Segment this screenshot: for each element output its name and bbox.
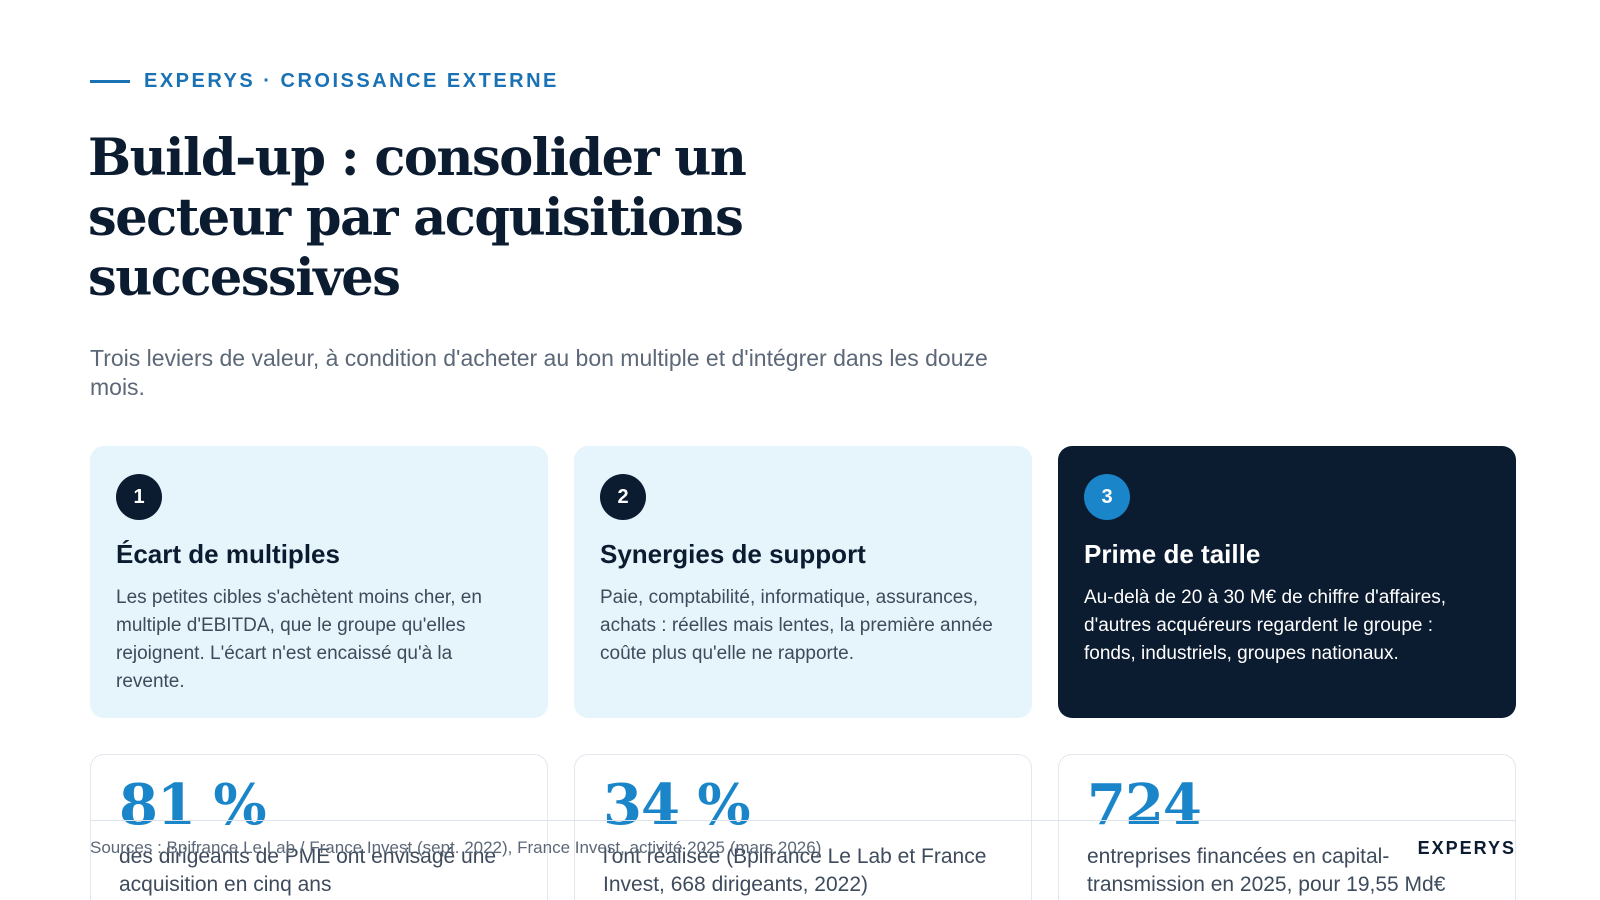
stat-value: 34 %	[603, 772, 751, 838]
lever-number-badge: 1	[116, 474, 162, 520]
page-title: Build-up : consolider un secteur par acq…	[88, 128, 747, 308]
lever-card-body: Au-delà de 20 à 30 M€ de chiffre d'affai…	[1084, 587, 1447, 664]
stat-card-realised: 34 % l'ont réalisée (Bpifrance Le Lab et…	[574, 754, 1032, 900]
lever-card-title: Prime de taille	[1084, 539, 1261, 569]
stat-label: l'ont réalisée (Bpifrance Le Lab et Fran…	[603, 845, 987, 896]
stat-label: des dirigeants de PME ont envisagé une a…	[119, 845, 497, 896]
lever-card-size-premium: 3 Prime de taille Au-delà de 20 à 30 M€ …	[1058, 446, 1516, 718]
footer-divider	[90, 820, 1516, 821]
lever-card-body: Les petites cibles s'achètent moins cher…	[116, 587, 482, 692]
stat-value: 724	[1087, 772, 1202, 838]
stat-value: 81 %	[119, 772, 267, 838]
lever-card-title: Synergies de support	[600, 539, 866, 569]
stat-card-envisaged: 81 % des dirigeants de PME ont envisagé …	[90, 754, 548, 900]
eyebrow-text: EXPERYS · CROISSANCE EXTERNE	[144, 70, 559, 92]
stat-label: entreprises financées en capital-transmi…	[1087, 845, 1446, 896]
lever-card-body: Paie, comptabilité, informatique, assura…	[600, 587, 993, 664]
brand-logo: EXPERYS	[1417, 838, 1516, 858]
eyebrow-rule	[90, 80, 130, 83]
lever-card-multiples: 1 Écart de multiples Les petites cibles …	[90, 446, 548, 718]
sources-note: Sources : Bpifrance Le Lab / France Inve…	[90, 838, 822, 857]
lever-number-badge: 3	[1084, 474, 1130, 520]
lever-card-synergies: 2 Synergies de support Paie, comptabilit…	[574, 446, 1032, 718]
page-subtitle: Trois leviers de valeur, à condition d'a…	[90, 345, 988, 400]
eyebrow: EXPERYS · CROISSANCE EXTERNE	[90, 70, 559, 93]
stat-card-financed: 724 entreprises financées en capital-tra…	[1058, 754, 1516, 900]
lever-card-title: Écart de multiples	[116, 539, 340, 569]
lever-number-badge: 2	[600, 474, 646, 520]
